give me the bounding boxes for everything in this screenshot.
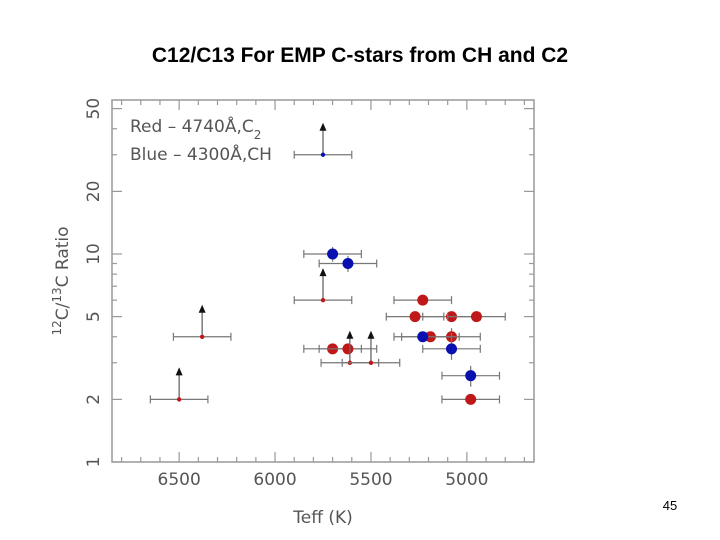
x-tick-label: 6000 <box>253 470 296 490</box>
data-point <box>393 331 453 343</box>
page-number: 45 <box>662 498 678 513</box>
marker <box>465 393 477 405</box>
marker <box>446 343 458 355</box>
lower-limit-arrow <box>319 268 327 277</box>
marker <box>417 294 429 306</box>
data-point <box>293 122 353 159</box>
y-tick-label: 2 <box>84 394 104 405</box>
marker <box>199 334 205 339</box>
y-axis-label-text: 12C/13C Ratio <box>50 226 73 335</box>
plot-frame <box>111 99 535 463</box>
x-axis: 6500 6000 5500 5000 <box>120 100 526 490</box>
y-tick-label: 50 <box>84 98 104 120</box>
data-point <box>393 294 453 306</box>
marker <box>342 343 354 355</box>
lower-limit-arrow <box>346 330 354 339</box>
legend-entry: Red – 4740Å,C2 <box>130 115 261 142</box>
x-axis-label: Teff (K) <box>292 508 352 528</box>
data-point <box>293 268 353 305</box>
slide-title: C12/C13 For EMP C-stars from CH and C2 <box>151 44 569 67</box>
marker <box>470 311 482 323</box>
series-layer <box>149 122 506 405</box>
marker <box>176 397 182 402</box>
marker <box>417 331 429 343</box>
data-point <box>318 343 378 355</box>
y-axis: 1 2 5 10 20 50 <box>84 98 534 468</box>
y-tick-label: 5 <box>84 311 104 322</box>
marker <box>409 311 421 323</box>
lower-limit-arrow <box>198 304 206 313</box>
marker <box>342 258 354 270</box>
lower-limit-arrow <box>367 330 375 339</box>
lower-limit-arrow <box>319 122 327 131</box>
marker <box>320 297 326 303</box>
data-point <box>172 304 232 341</box>
y-tick-label: 10 <box>84 243 104 265</box>
data-point <box>441 393 501 405</box>
x-tick-label: 6500 <box>158 470 201 490</box>
data-point <box>422 339 481 360</box>
legend-entry: Blue – 4300Å,CH <box>130 143 272 165</box>
marker <box>320 152 326 157</box>
data-point <box>149 367 209 404</box>
data-point <box>447 311 506 323</box>
data-point <box>341 330 401 367</box>
y-tick-label: 20 <box>84 181 104 203</box>
data-point <box>441 365 501 387</box>
data-point <box>303 247 362 262</box>
x-tick-label: 5000 <box>445 470 488 490</box>
y-tick-label: 1 <box>84 457 104 468</box>
marker <box>327 248 339 260</box>
y-axis-label: 12C/13C Ratio <box>50 226 73 335</box>
data-point <box>318 255 378 272</box>
lower-limit-arrow <box>175 367 183 376</box>
marker <box>368 360 374 365</box>
marker <box>465 370 477 382</box>
x-tick-label: 5500 <box>349 470 392 490</box>
